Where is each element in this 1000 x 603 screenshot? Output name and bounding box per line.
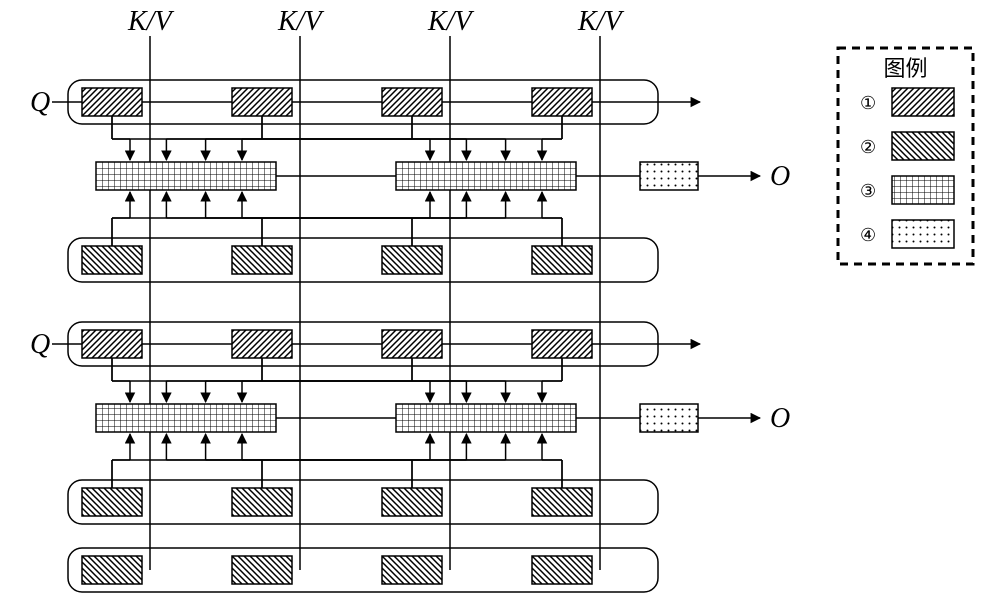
p2-box-1-2 (382, 488, 442, 516)
p1-box-0-1 (232, 88, 292, 116)
kv-label: K/V (127, 6, 174, 37)
legend-num-3: ④ (860, 225, 876, 245)
agg-box-0-1 (396, 162, 576, 190)
p1-box-0-2 (382, 88, 442, 116)
agg-box-0-0 (96, 162, 276, 190)
kv-label: K/V (277, 6, 324, 37)
o-label-1: O (770, 403, 790, 434)
out-box-1 (640, 404, 698, 432)
legend-num-1: ② (860, 137, 876, 157)
out-box-0 (640, 162, 698, 190)
p1-box-1-2 (382, 330, 442, 358)
p2-box-2-0 (82, 556, 142, 584)
legend-swatch-3 (892, 220, 954, 248)
p2-box-2-2 (382, 556, 442, 584)
agg-box-1-1 (396, 404, 576, 432)
kv-label: K/V (577, 6, 624, 37)
p2-box-1-3 (532, 488, 592, 516)
p2-box-2-3 (532, 556, 592, 584)
p2-box-0-3 (532, 246, 592, 274)
legend-swatch-2 (892, 176, 954, 204)
kv-label: K/V (427, 6, 474, 37)
o-label-0: O (770, 161, 790, 192)
q-label-1: Q (30, 329, 50, 360)
p2-box-0-2 (382, 246, 442, 274)
p2-box-0-0 (82, 246, 142, 274)
legend-swatch-1 (892, 132, 954, 160)
legend-swatch-0 (892, 88, 954, 116)
legend-num-0: ① (860, 93, 876, 113)
legend-title: 图例 (884, 56, 928, 81)
p2-box-1-0 (82, 488, 142, 516)
diagram-canvas: K/V K/V K/V K/V Q Q O O 图例 ① ② ③ ④ (0, 0, 1000, 603)
p1-box-0-0 (82, 88, 142, 116)
p1-box-1-0 (82, 330, 142, 358)
p2-box-0-1 (232, 246, 292, 274)
p1-box-1-1 (232, 330, 292, 358)
p2-box-1-1 (232, 488, 292, 516)
p1-box-1-3 (532, 330, 592, 358)
legend-num-2: ③ (860, 181, 876, 201)
q-label-0: Q (30, 87, 50, 118)
p2-box-2-1 (232, 556, 292, 584)
agg-box-1-0 (96, 404, 276, 432)
p1-box-0-3 (532, 88, 592, 116)
